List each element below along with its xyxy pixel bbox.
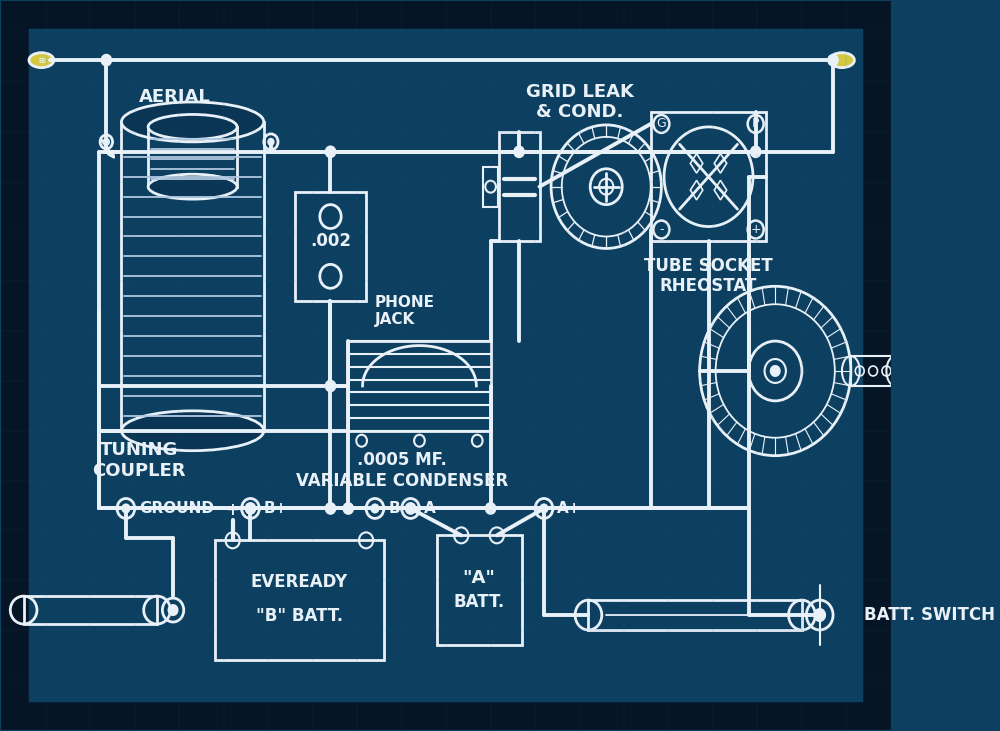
Circle shape <box>326 147 335 156</box>
Text: RHEOSTAT: RHEOSTAT <box>660 277 757 295</box>
Bar <box>588 600 802 630</box>
Bar <box>121 122 264 431</box>
Text: BATT.: BATT. <box>453 593 505 611</box>
Text: G: G <box>657 118 666 130</box>
Text: ⊞: ⊞ <box>38 56 45 64</box>
Ellipse shape <box>121 102 264 142</box>
Text: GRID LEAK
& COND.: GRID LEAK & COND. <box>526 83 633 121</box>
Circle shape <box>104 139 109 145</box>
Circle shape <box>515 147 524 156</box>
Bar <box>437 535 522 645</box>
Circle shape <box>771 366 780 376</box>
Bar <box>483 167 498 207</box>
Text: GROUND: GROUND <box>139 501 214 516</box>
Text: -: - <box>659 223 664 236</box>
Bar <box>348 341 491 431</box>
Circle shape <box>268 139 274 145</box>
Bar <box>24 596 157 624</box>
Text: .0005 MF.
VARIABLE CONDENSER: .0005 MF. VARIABLE CONDENSER <box>296 451 508 490</box>
Circle shape <box>540 504 548 512</box>
Circle shape <box>486 504 495 513</box>
Bar <box>651 112 766 241</box>
Circle shape <box>407 504 414 512</box>
Ellipse shape <box>29 53 54 68</box>
Text: AERIAL: AERIAL <box>139 88 211 106</box>
Circle shape <box>326 381 335 391</box>
Circle shape <box>247 504 254 512</box>
Circle shape <box>246 504 255 513</box>
Text: P: P <box>752 118 759 130</box>
Circle shape <box>406 504 415 513</box>
Circle shape <box>814 609 825 621</box>
Text: +: + <box>226 501 240 520</box>
Text: +: + <box>750 223 761 236</box>
Text: EVEREADY: EVEREADY <box>251 573 348 591</box>
Text: A+: A+ <box>557 501 582 516</box>
Ellipse shape <box>829 53 854 68</box>
Text: "A": "A" <box>463 569 495 587</box>
Circle shape <box>344 504 353 513</box>
Circle shape <box>371 504 379 512</box>
Bar <box>215 540 384 660</box>
Text: A-: A- <box>424 501 442 516</box>
Text: "B" BATT.: "B" BATT. <box>256 607 343 625</box>
Circle shape <box>326 504 335 513</box>
Text: B-: B- <box>388 501 406 516</box>
Circle shape <box>751 147 760 156</box>
Bar <box>148 127 237 186</box>
Ellipse shape <box>148 115 237 140</box>
Text: TUBE SOCKET: TUBE SOCKET <box>644 257 773 276</box>
Bar <box>295 192 366 301</box>
Text: TUNING
COUPLER: TUNING COUPLER <box>93 442 186 480</box>
Text: .002: .002 <box>310 232 351 251</box>
Text: BATT. SWITCH: BATT. SWITCH <box>864 606 995 624</box>
Text: PHONE
JACK: PHONE JACK <box>375 295 435 327</box>
Circle shape <box>122 504 129 512</box>
Circle shape <box>829 55 837 65</box>
Text: B+: B+ <box>264 501 288 516</box>
Circle shape <box>169 605 178 615</box>
Ellipse shape <box>148 174 237 199</box>
Ellipse shape <box>121 411 264 451</box>
Bar <box>499 132 540 241</box>
Circle shape <box>102 55 111 65</box>
Bar <box>851 356 895 386</box>
